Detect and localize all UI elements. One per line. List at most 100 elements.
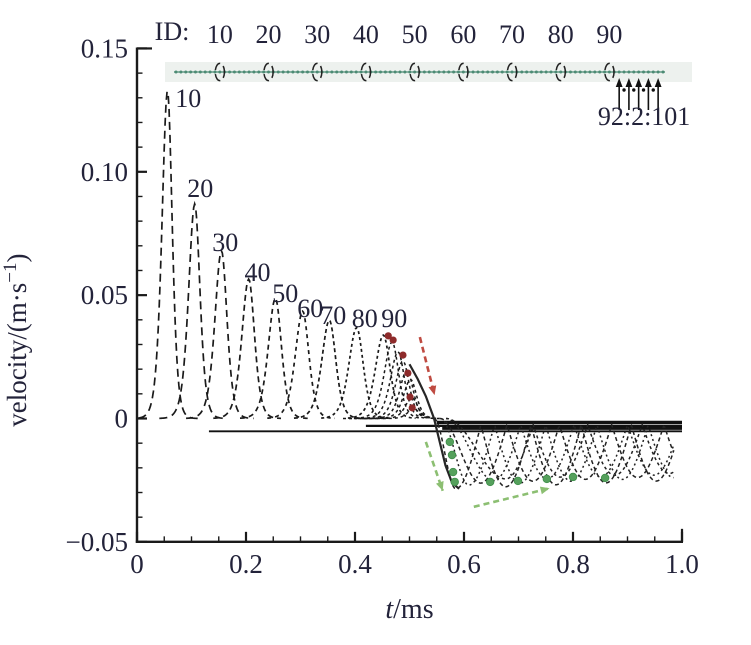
- chain-marker-ellipse: [457, 62, 469, 82]
- y-axis-title: velocity/(m·s−1): [0, 254, 32, 427]
- chain-particle: [559, 70, 563, 74]
- chain-particle: [539, 70, 543, 74]
- chain-particle: [554, 70, 558, 74]
- green-descent-arrow: [424, 441, 444, 492]
- chain-particle: [476, 70, 480, 74]
- chain-particle: [325, 70, 329, 74]
- chain-marker-ellipse: [263, 62, 274, 82]
- chain-particle: [491, 70, 495, 74]
- oscillation-curve-4: [445, 417, 674, 480]
- chain-particle: [281, 70, 285, 74]
- id-row-label: 10: [207, 20, 233, 49]
- x-tick-label: 0: [130, 549, 144, 579]
- green-min-dot: [447, 450, 457, 460]
- chain-particle: [257, 70, 261, 74]
- y-tick-label: 0: [115, 404, 129, 434]
- red-peak-dot: [404, 369, 412, 377]
- id-row-title: ID:: [155, 17, 190, 46]
- chain-particle: [461, 70, 465, 74]
- y-tick-label: 0.10: [81, 157, 128, 187]
- chain-particle: [637, 70, 641, 74]
- end-dot: [622, 88, 626, 92]
- chain-particle: [349, 70, 353, 74]
- red-peak-dot: [408, 404, 416, 412]
- chain-particle: [388, 70, 392, 74]
- chain-particle: [413, 70, 417, 74]
- end-arrow-head: [654, 78, 662, 87]
- chain-particle: [427, 70, 431, 74]
- red-decay-arrow: [418, 336, 437, 396]
- red-peak-dot: [384, 332, 392, 340]
- id-row-label: 90: [596, 20, 622, 49]
- curve-label-90: 90: [381, 304, 407, 333]
- chain-particle: [193, 70, 197, 74]
- red-peak-dot: [399, 351, 407, 359]
- chain-particle: [632, 70, 636, 74]
- chain-particle: [305, 70, 309, 74]
- end-dot: [651, 88, 655, 92]
- chain-particle: [422, 70, 426, 74]
- id-row-label: 40: [353, 20, 379, 49]
- end-dot: [632, 88, 636, 92]
- chain-particle: [447, 70, 451, 74]
- chain-particle: [593, 70, 597, 74]
- chain-particle: [184, 70, 188, 74]
- chain-particle: [267, 70, 271, 74]
- chain-particle: [379, 70, 383, 74]
- chain-particle: [481, 70, 485, 74]
- chain-particle: [174, 70, 178, 74]
- chain-particle: [568, 70, 572, 74]
- chain-particle: [500, 70, 504, 74]
- chain-particle: [588, 70, 592, 74]
- id-row: ID: 10 20 30 40 50 60 70 80 90: [155, 17, 623, 49]
- chain-particle: [354, 70, 358, 74]
- chain-particle: [315, 70, 319, 74]
- chain-particle: [642, 70, 646, 74]
- chain-particle: [495, 70, 499, 74]
- chain-particle: [310, 70, 314, 74]
- y-tick-label: 0.15: [81, 33, 128, 63]
- chain-particle: [437, 70, 441, 74]
- chain-marker-ellipse: [360, 62, 372, 82]
- green-min-dot: [600, 473, 610, 483]
- id-row-label: 30: [304, 20, 330, 49]
- end-dot: [641, 88, 646, 92]
- chain-particle: [520, 70, 524, 74]
- id-row-label: 60: [450, 20, 476, 49]
- pulse-curve-10: [138, 89, 200, 420]
- green-min-dot: [445, 437, 455, 447]
- green-min-dot: [448, 467, 458, 477]
- x-tick-label: 0.2: [229, 549, 263, 579]
- chain-marker-ellipse: [311, 62, 323, 82]
- chain-particle: [203, 70, 207, 74]
- rebound-oscillations: [433, 417, 675, 490]
- green-trend-arrow: [473, 486, 550, 509]
- chain-particle: [661, 70, 665, 74]
- x-tick-label: 1.0: [665, 549, 699, 579]
- chain-particle: [452, 70, 456, 74]
- end-arrow-head: [625, 78, 633, 87]
- pulse-curve-30: [186, 248, 254, 420]
- chain-particle: [573, 70, 577, 74]
- chain-particle: [374, 70, 378, 74]
- chain-particle: [364, 70, 368, 74]
- chain-particle: [296, 70, 300, 74]
- chain-particle: [276, 70, 280, 74]
- chain-particle: [442, 70, 446, 74]
- chain-marker-ellipse: [214, 62, 226, 82]
- chain-particle: [213, 70, 217, 74]
- chain-particle: [262, 70, 266, 74]
- pulse-curve-50: [239, 296, 308, 420]
- chain-particle: [218, 70, 222, 74]
- x-tick-label: 0.8: [556, 549, 590, 579]
- x-tick-label: 0.4: [338, 549, 372, 579]
- chain-particle: [525, 70, 529, 74]
- green-min-dot: [542, 474, 552, 484]
- chain-particle: [232, 70, 236, 74]
- green-min-dot: [485, 477, 495, 487]
- chain-particle: [408, 70, 412, 74]
- green-min-dot: [568, 472, 578, 482]
- curve-label-80: 80: [352, 304, 378, 333]
